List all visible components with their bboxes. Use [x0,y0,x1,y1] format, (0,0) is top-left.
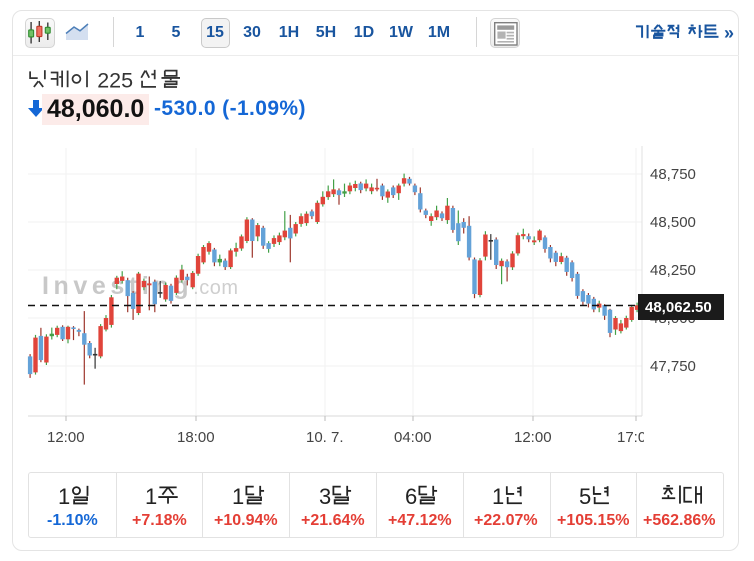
svg-text:10. 7.: 10. 7. [306,429,344,446]
svg-text:12:00: 12:00 [47,429,85,446]
svg-text:48,500: 48,500 [650,214,696,231]
svg-text:225: 225 [97,69,133,93]
svg-text:17:00: 17:00 [617,429,655,446]
svg-text:48,750: 48,750 [650,166,696,183]
svg-text:04:00: 04:00 [394,429,432,446]
svg-text:1: 1 [492,485,504,509]
svg-text:1: 1 [145,485,157,509]
svg-text:1: 1 [58,485,70,509]
svg-text:47,750: 47,750 [650,358,696,375]
svg-text:48,250: 48,250 [650,262,696,279]
svg-text:48,062.50: 48,062.50 [645,299,712,316]
svg-text:3: 3 [319,485,331,509]
svg-text:5: 5 [579,485,591,509]
svg-text:12:00: 12:00 [514,429,552,446]
svg-text:18:00: 18:00 [177,429,215,446]
svg-text:1: 1 [232,485,244,509]
svg-text:6: 6 [405,485,417,509]
